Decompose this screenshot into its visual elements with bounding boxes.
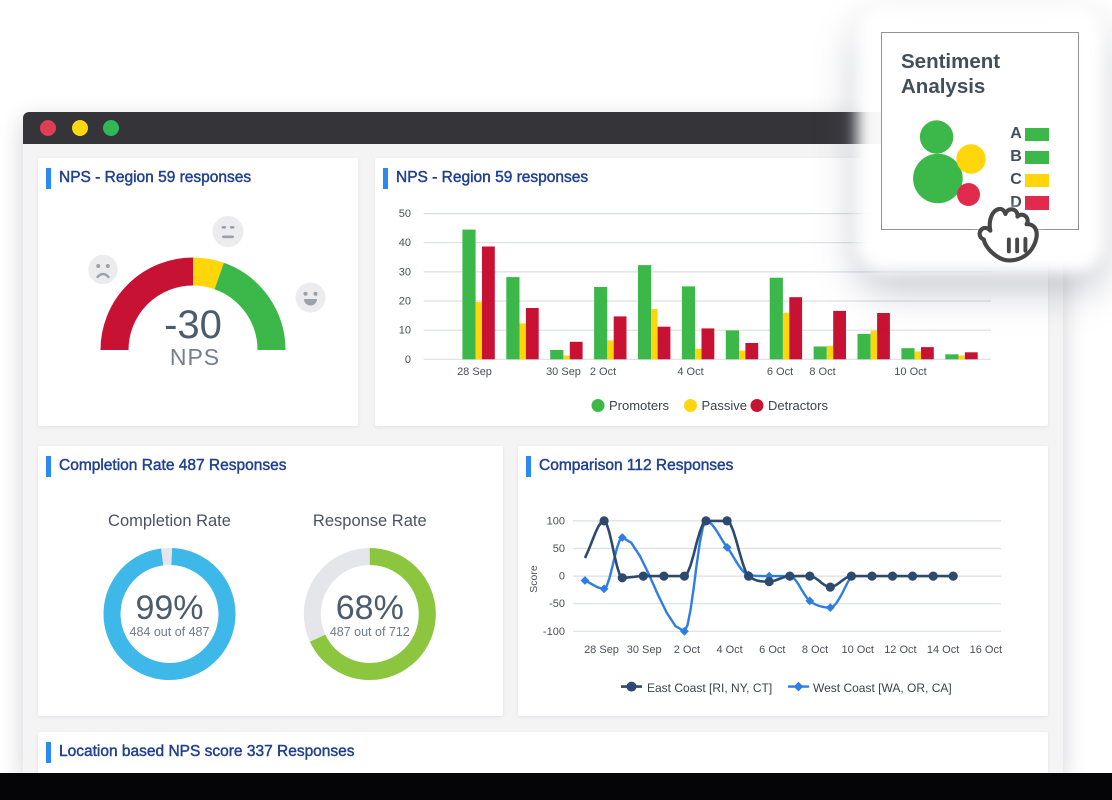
svg-text:Score: Score: [528, 565, 540, 593]
svg-text:2 Oct: 2 Oct: [674, 644, 700, 656]
svg-text:68%: 68%: [336, 589, 404, 627]
svg-text:0: 0: [405, 354, 411, 366]
svg-text:40: 40: [399, 237, 411, 249]
svg-text:20: 20: [399, 296, 411, 308]
svg-text:10: 10: [399, 325, 411, 337]
svg-text:2 Oct: 2 Oct: [590, 366, 616, 378]
svg-text:East Coast [RI, NY, CT]: East Coast [RI, NY, CT]: [647, 681, 772, 695]
svg-text:West Coast [WA, OR, CA]: West Coast [WA, OR, CA]: [813, 681, 952, 695]
svg-text:484 out of 487: 484 out of 487: [130, 625, 210, 639]
svg-text:14 Oct: 14 Oct: [927, 644, 959, 656]
svg-text:487 out of 712: 487 out of 712: [330, 625, 410, 639]
svg-text:28 Sep: 28 Sep: [584, 644, 619, 656]
svg-text:10 Oct: 10 Oct: [894, 366, 926, 378]
svg-text:Passive: Passive: [702, 398, 748, 413]
svg-text:28 Sep: 28 Sep: [457, 366, 492, 378]
svg-text:6 Oct: 6 Oct: [767, 366, 793, 378]
svg-text:12 Oct: 12 Oct: [884, 644, 916, 656]
svg-text:-50: -50: [549, 598, 565, 610]
svg-text:8 Oct: 8 Oct: [809, 366, 835, 378]
svg-text:4 Oct: 4 Oct: [677, 366, 703, 378]
svg-text:100: 100: [547, 515, 565, 527]
svg-text:30 Sep: 30 Sep: [546, 366, 581, 378]
svg-text:10 Oct: 10 Oct: [841, 644, 873, 656]
svg-text:50: 50: [399, 208, 411, 220]
svg-text:30: 30: [399, 266, 411, 278]
svg-text:30 Sep: 30 Sep: [627, 644, 662, 656]
svg-text:4 Oct: 4 Oct: [716, 644, 742, 656]
svg-text:Response Rate: Response Rate: [313, 512, 427, 530]
svg-text:8 Oct: 8 Oct: [802, 644, 828, 656]
svg-text:16 Oct: 16 Oct: [970, 644, 1002, 656]
svg-text:-100: -100: [543, 626, 565, 638]
svg-text:6 Oct: 6 Oct: [759, 644, 785, 656]
svg-text:NPS: NPS: [170, 344, 220, 370]
svg-text:Promoters: Promoters: [609, 398, 669, 413]
svg-text:99%: 99%: [135, 589, 203, 627]
svg-text:0: 0: [559, 571, 565, 583]
svg-text:Detractors: Detractors: [768, 398, 828, 413]
svg-text:Completion Rate: Completion Rate: [108, 512, 231, 530]
svg-text:50: 50: [553, 543, 565, 555]
svg-text:-30: -30: [164, 303, 222, 347]
